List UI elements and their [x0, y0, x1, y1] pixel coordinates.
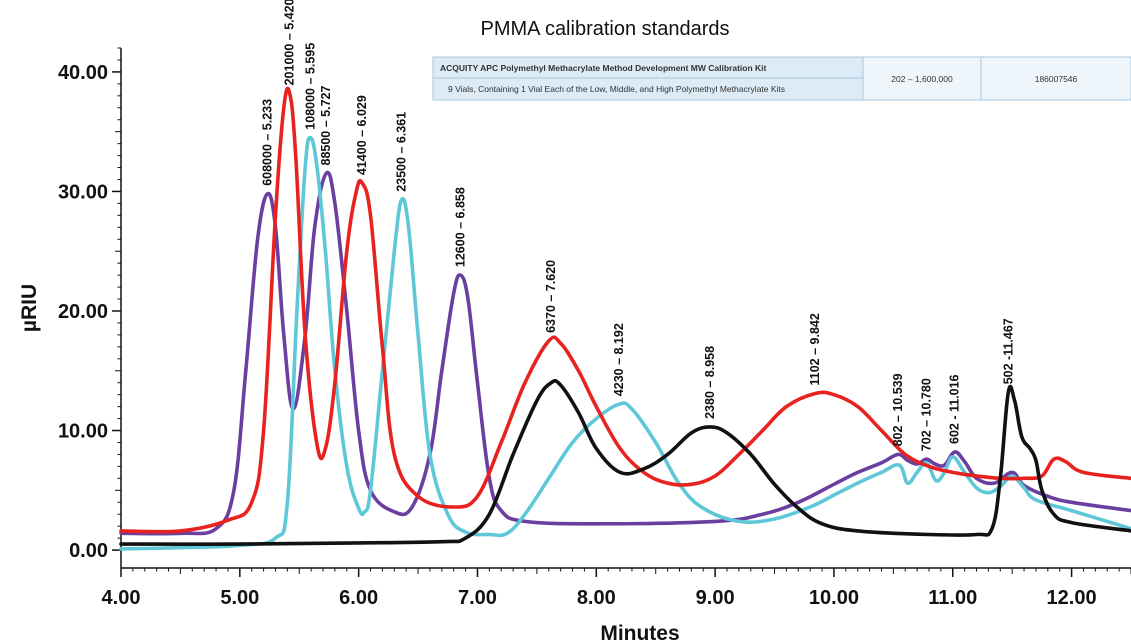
y-tick-label: 10.00: [58, 421, 108, 443]
y-tick-label: 40.00: [58, 62, 108, 84]
x-axis-label: Minutes: [600, 622, 679, 644]
inset-product-name: ACQUITY APC Polymethyl Methacrylate Meth…: [440, 63, 767, 73]
y-ticks: 0.00 10.00 20.00 30.00 40.00: [58, 62, 121, 562]
peak-label: 88500 – 5.727: [319, 86, 333, 166]
inset-part-number: 186007546: [1035, 74, 1078, 84]
x-tick-label: 7.00: [458, 587, 497, 609]
peak-label: 608000 – 5.233: [261, 99, 275, 186]
x-tick-label: 10.00: [809, 587, 859, 609]
x-tick-label: 12.00: [1047, 587, 1097, 609]
inset-mw-range: 202 – 1,600,000: [891, 74, 953, 84]
y-axis-label: µRIU: [18, 284, 41, 332]
peak-label: 23500 – 6.361: [395, 112, 409, 192]
series-line: [119, 86, 1131, 534]
inset-part-cell: [980, 56, 1131, 101]
peak-labels: 608000 – 5.233 201000 – 5.420 108000 – 5.5…: [261, 0, 1016, 451]
x-ticks: 4.00 5.00 6.00 7.00 8.00 9.00 10.00 11.00 12.00: [102, 568, 1097, 609]
product-info-table: ACQUITY APC Polymethyl Methacrylate Meth…: [432, 56, 1131, 101]
peak-label: 702 – 10.780: [920, 378, 934, 451]
x-tick-label: 4.00: [102, 587, 141, 609]
y-tick-label: 0.00: [69, 540, 108, 562]
chart-title: PMMA calibration standards: [480, 18, 729, 40]
y-tick-label: 20.00: [58, 301, 108, 323]
x-tick-label: 6.00: [339, 587, 378, 609]
peak-label: 602 - 11.016: [948, 374, 962, 444]
x-tick-label: 8.00: [577, 587, 616, 609]
peak-label: 2380 – 8.958: [703, 346, 717, 419]
inset-product-desc: 9 Vials, Containing 1 Vial Each of the L…: [448, 84, 785, 94]
series-layer: [119, 86, 1131, 551]
x-tick-label: 5.00: [220, 587, 259, 609]
peak-label: 1102 – 9.842: [808, 313, 822, 385]
x-tick-label: 9.00: [696, 587, 735, 609]
peak-label: 6370 – 7.620: [544, 260, 558, 333]
peak-label: 108000 – 5.595: [304, 43, 318, 130]
minor-ticks: [115, 47, 1131, 574]
peak-label: 502 -11.467: [1001, 318, 1015, 384]
series-line: [119, 135, 1131, 551]
y-tick-label: 30.00: [58, 181, 108, 203]
peak-label: 12600 – 6.858: [454, 187, 468, 267]
peak-label: 201000 – 5.420: [283, 0, 297, 85]
peak-label: 41400 – 6.029: [355, 95, 369, 175]
series-line: [119, 379, 1131, 546]
peak-label: 802 – 10.539: [891, 373, 905, 446]
inset-mw-cell: [862, 56, 982, 101]
peak-label: 4230 – 8.192: [612, 323, 626, 396]
x-tick-label: 11.00: [928, 587, 977, 609]
axes: [120, 48, 1131, 569]
